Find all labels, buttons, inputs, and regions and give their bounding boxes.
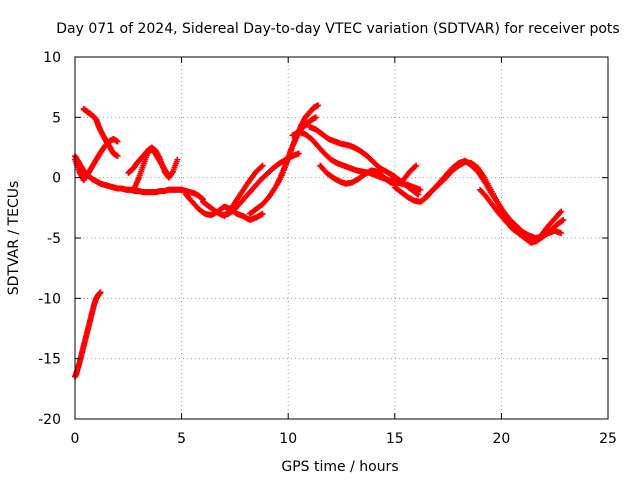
y-tick-label: -5 (47, 231, 61, 247)
series-11 (274, 114, 319, 187)
y-tick-label: -10 (38, 291, 61, 307)
data-point (258, 163, 265, 170)
chart-title: Day 071 of 2024, Sidereal Day-to-day VTE… (56, 21, 619, 37)
series-9 (221, 162, 266, 220)
data-point (417, 186, 424, 193)
y-tick-label: -15 (38, 352, 61, 368)
x-axis-label: GPS time / hours (281, 459, 398, 475)
series-13 (306, 123, 422, 198)
data-point (412, 163, 419, 170)
x-tick-label: 5 (177, 431, 186, 447)
series-14 (317, 162, 420, 187)
data-point (558, 208, 565, 215)
data-point (312, 114, 319, 121)
data-series (72, 102, 567, 380)
x-tick-label: 25 (599, 431, 617, 447)
data-point (413, 162, 420, 169)
y-tick-label: 5 (52, 110, 61, 126)
data-point (557, 209, 564, 216)
x-tick-label: 20 (492, 431, 510, 447)
data-point (415, 191, 422, 198)
data-point (97, 289, 104, 296)
data-point (414, 190, 421, 197)
y-axis-label: SDTVAR / TECUs (6, 181, 22, 296)
data-point (163, 169, 170, 176)
data-point (295, 150, 302, 157)
series-17 (477, 186, 567, 246)
y-tick-label: -20 (38, 412, 61, 428)
series-3 (80, 105, 121, 159)
x-tick-label: 15 (386, 431, 404, 447)
y-tick-label: 10 (43, 50, 61, 66)
x-tick-label: 0 (71, 431, 80, 447)
data-point (560, 216, 567, 223)
data-point (315, 102, 322, 109)
data-point (558, 230, 565, 237)
data-point (259, 210, 266, 217)
x-tick-label: 10 (279, 431, 297, 447)
data-point (174, 156, 181, 163)
data-point (114, 138, 121, 145)
series-16 (423, 158, 565, 245)
data-point (259, 162, 266, 169)
grid-lines (75, 57, 608, 419)
series-6 (125, 145, 170, 176)
series-1 (72, 289, 104, 380)
data-point (559, 217, 566, 224)
data-point (114, 152, 121, 159)
y-tick-label: 0 (52, 171, 61, 187)
axis-ticks: 0 5 10 15 20 25 10 5 0 -5 -10 -15 -20 (38, 50, 617, 447)
